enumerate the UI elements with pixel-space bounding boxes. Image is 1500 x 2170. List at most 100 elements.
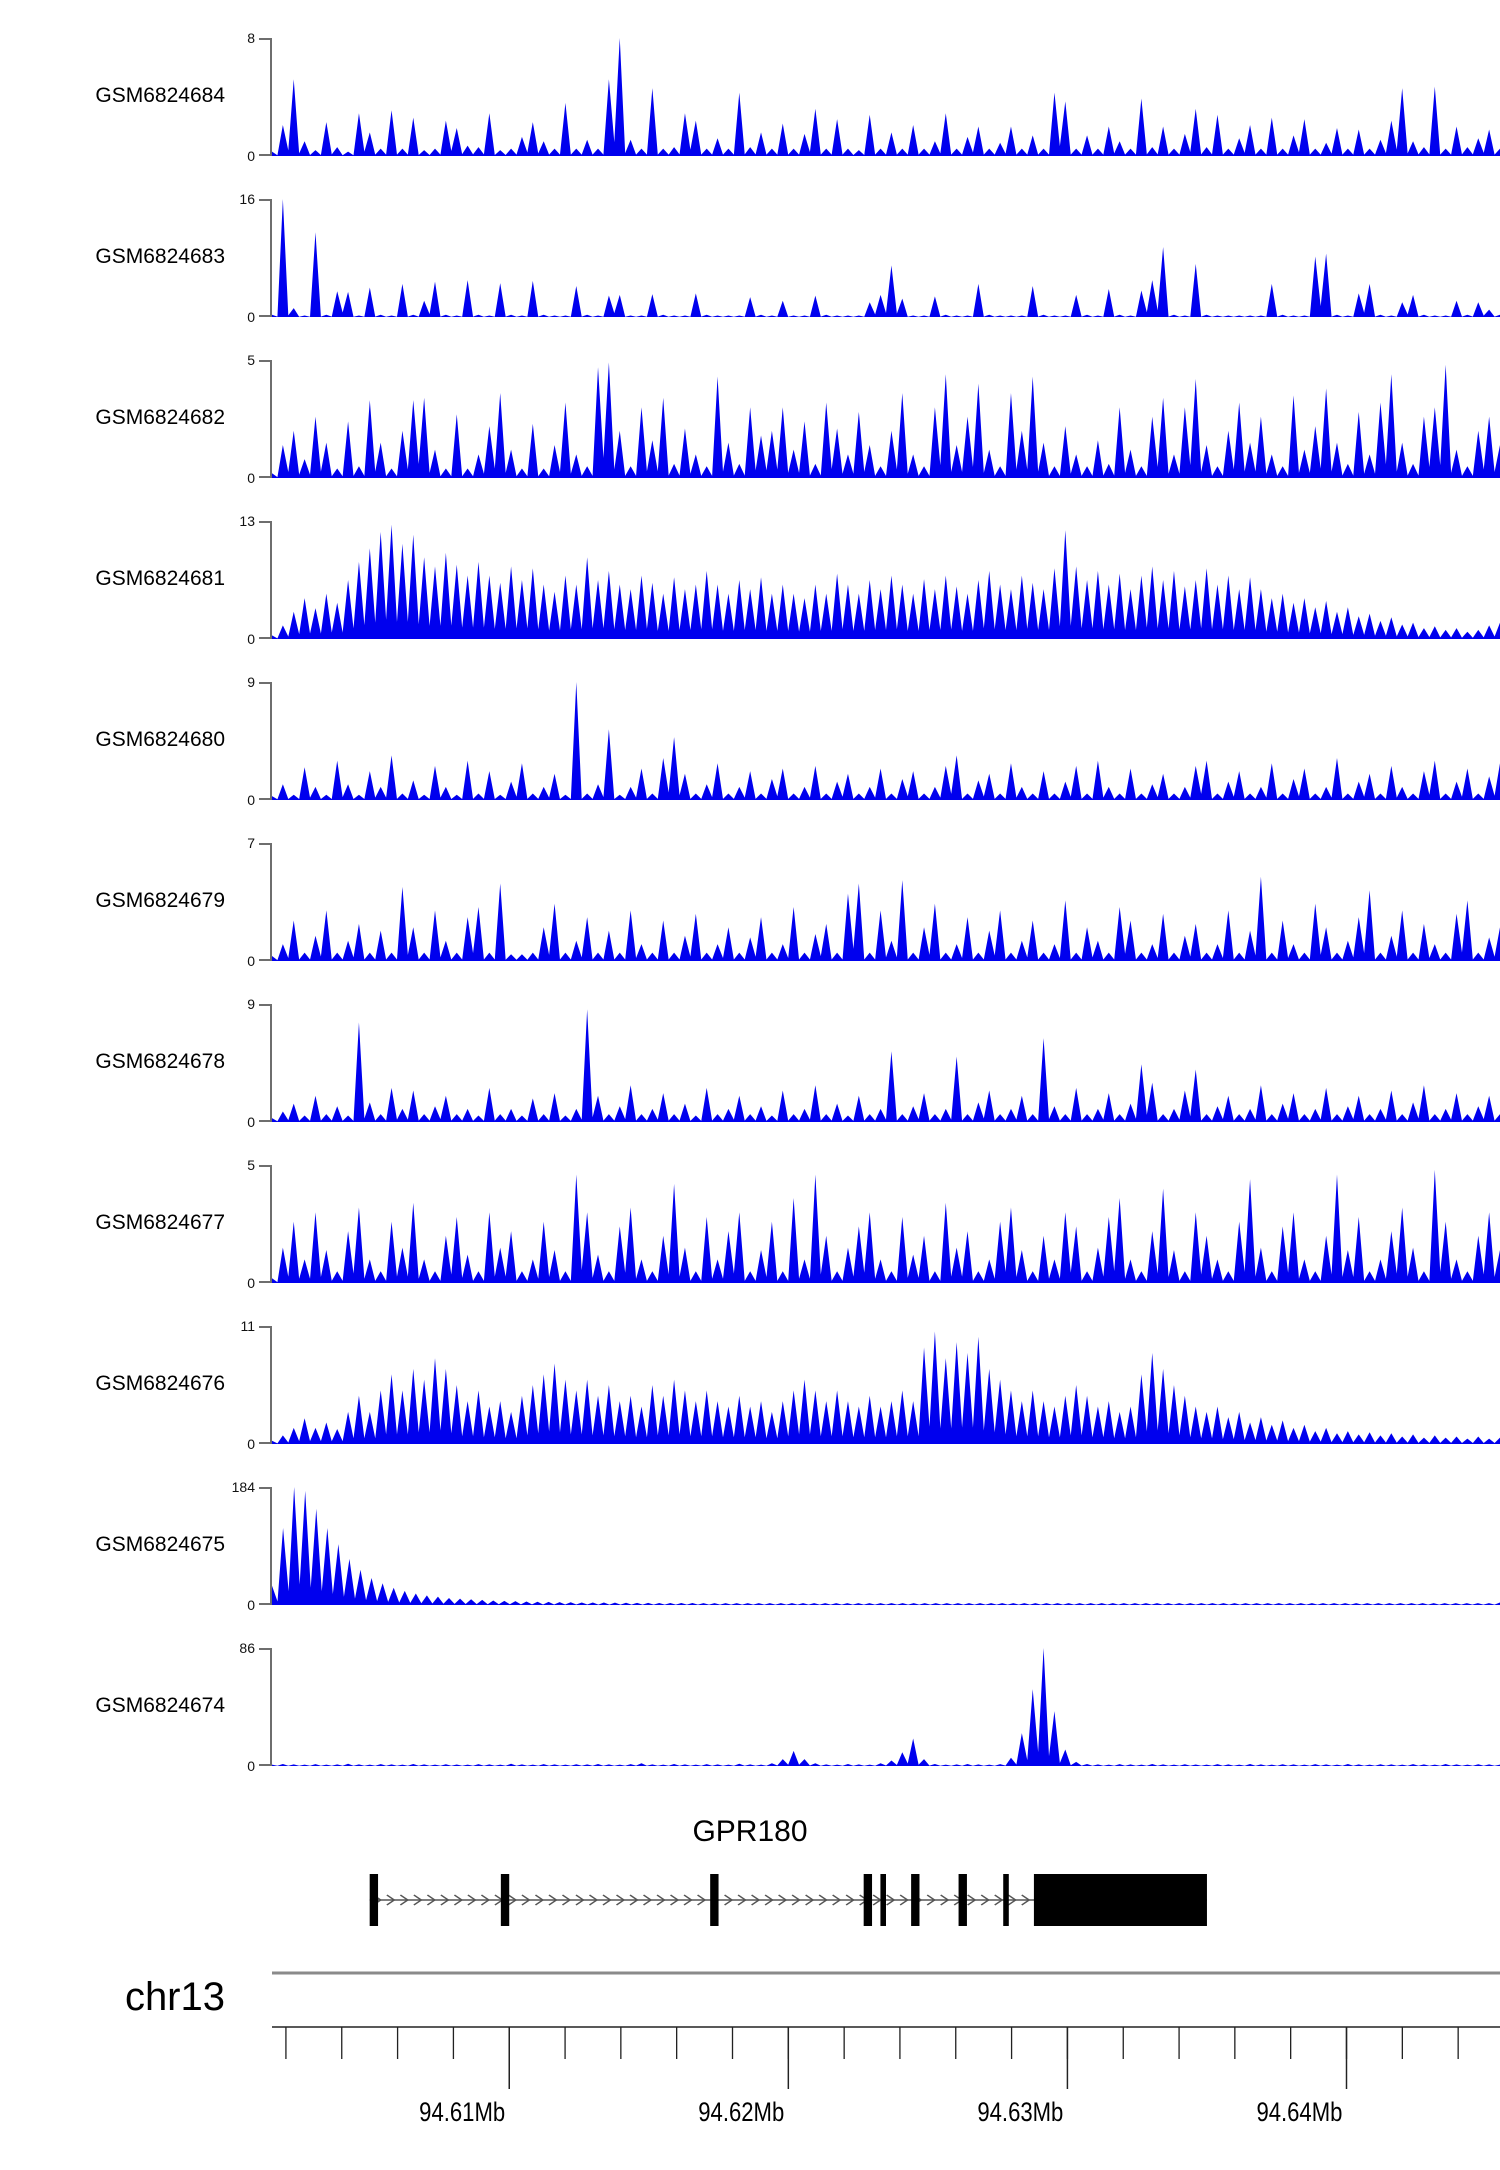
y-axis-min-label: 0	[247, 1597, 255, 1613]
strand-arrow-icon	[588, 1894, 599, 1906]
strand-arrow-icon	[602, 1894, 612, 1906]
strand-arrow-icon	[764, 1894, 774, 1906]
strand-arrow-icon	[669, 1894, 680, 1906]
y-axis-min-label: 0	[247, 1758, 255, 1774]
y-axis-max-label: 5	[247, 1157, 255, 1173]
track-y-axis: 86 0	[239, 1641, 272, 1773]
y-axis-tick-min	[259, 315, 272, 317]
coverage-track: GSM6824674 86 0	[0, 1641, 1500, 1773]
y-axis-tick-max	[259, 199, 272, 201]
strand-arrow-icon	[548, 1894, 558, 1906]
strand-arrow-icon	[791, 1894, 801, 1906]
gene-exon	[1003, 1874, 1009, 1926]
y-axis-line	[270, 360, 272, 478]
strand-arrow-icon	[737, 1894, 747, 1906]
y-axis-line	[270, 1487, 272, 1605]
strand-arrow-icon	[453, 1894, 464, 1906]
coverage-track: GSM6824681 13 0	[0, 514, 1500, 646]
y-axis-max-label: 184	[231, 1479, 255, 1495]
coverage-area-svg	[272, 1648, 1500, 1766]
strand-arrow-icon	[845, 1894, 855, 1906]
coverage-area	[272, 1331, 1500, 1444]
coverage-area	[272, 682, 1500, 800]
track-sample-label: GSM6824682	[95, 406, 225, 429]
y-axis-line	[270, 199, 272, 317]
y-axis-tick-max	[259, 1487, 272, 1489]
strand-arrow-icon	[642, 1894, 653, 1906]
y-axis-min-label: 0	[247, 148, 255, 164]
coverage-plot-area	[272, 682, 1500, 800]
y-axis-tick-min	[259, 1603, 272, 1605]
coverage-track: GSM6824679 7 0	[0, 836, 1500, 968]
track-sample-label: GSM6824676	[95, 1372, 225, 1395]
strand-arrow-icon	[399, 1894, 410, 1906]
strand-arrow-icon	[467, 1894, 477, 1906]
chromosome-label: chr13	[124, 1975, 225, 2019]
gene-exon	[958, 1874, 967, 1926]
coverage-area	[272, 1009, 1500, 1122]
coverage-area-svg	[272, 199, 1500, 317]
coverage-area-svg	[272, 876, 1500, 961]
y-axis-max-label: 5	[247, 352, 255, 368]
y-axis-max-label: 11	[240, 1318, 255, 1334]
coverage-area-svg	[272, 38, 1500, 156]
y-axis-max-label: 7	[247, 835, 255, 851]
coverage-track: GSM6824678 9 0	[0, 997, 1500, 1129]
y-axis-tick-max	[259, 360, 272, 362]
y-axis-min-label: 0	[247, 631, 255, 647]
y-axis-tick-min	[259, 637, 272, 639]
coverage-area	[272, 362, 1500, 478]
track-y-axis: 11 0	[240, 1319, 272, 1451]
coverage-area-svg	[272, 1487, 1500, 1605]
y-axis-tick-min	[259, 1442, 272, 1444]
axis-tick-label: 94.61Mb	[419, 2098, 505, 2128]
strand-arrow-icon	[561, 1894, 572, 1906]
strand-arrow-icon	[724, 1894, 734, 1906]
coverage-plot-area	[272, 521, 1500, 639]
strand-arrow-icon	[575, 1894, 585, 1906]
y-axis-tick-max	[259, 1004, 272, 1006]
coverage-area-svg	[272, 362, 1500, 478]
strand-arrow-icon	[926, 1894, 936, 1906]
coverage-area	[272, 876, 1500, 961]
coverage-track: GSM6824675 184 0	[0, 1480, 1500, 1612]
y-axis-min-label: 0	[247, 1114, 255, 1130]
track-sample-label: GSM6824679	[95, 889, 225, 912]
strand-arrow-icon	[507, 1894, 518, 1906]
strand-arrow-icon	[899, 1894, 909, 1906]
coverage-plot-area	[272, 38, 1500, 156]
coverage-plot-area	[272, 1165, 1500, 1283]
track-sample-label: GSM6824683	[95, 245, 225, 268]
strand-arrow-icon	[629, 1894, 639, 1906]
y-axis-tick-max	[259, 682, 272, 684]
strand-arrow-icon	[426, 1894, 437, 1906]
strand-arrow-icon	[940, 1894, 950, 1906]
coverage-plot-area	[272, 1326, 1500, 1444]
coverage-area-svg	[272, 1169, 1500, 1283]
gene-model-track: GPR180	[0, 1815, 1500, 1945]
y-axis-tick-max	[259, 1326, 272, 1328]
strand-arrow-icon	[818, 1894, 828, 1906]
y-axis-line	[270, 1004, 272, 1122]
strand-arrow-icon	[994, 1894, 1004, 1906]
y-axis-min-label: 0	[247, 953, 255, 969]
coordinate-axis-svg: 94.61Mb 94.62Mb 94.63Mb 94.64Mb	[272, 1971, 1500, 2128]
coverage-area	[272, 524, 1500, 639]
y-axis-tick-min	[259, 798, 272, 800]
y-axis-line	[270, 843, 272, 961]
y-axis-tick-min	[259, 154, 272, 156]
gene-exon	[863, 1874, 873, 1926]
strand-arrow-icon	[967, 1894, 977, 1906]
coverage-plot-area	[272, 1648, 1500, 1766]
y-axis-max-label: 9	[247, 996, 255, 1012]
chromosome-axis: chr13 94.61Mb 94.62Mb 94.63Mb 94.64Mb	[0, 1955, 1500, 2145]
track-y-axis: 184 0	[232, 1480, 272, 1612]
strand-arrow-icon	[521, 1894, 531, 1906]
axis-tick-label: 94.64Mb	[1256, 2098, 1342, 2128]
y-axis-min-label: 0	[247, 470, 255, 486]
track-sample-label: GSM6824675	[95, 1533, 225, 1556]
strand-arrow-icon	[386, 1894, 396, 1906]
